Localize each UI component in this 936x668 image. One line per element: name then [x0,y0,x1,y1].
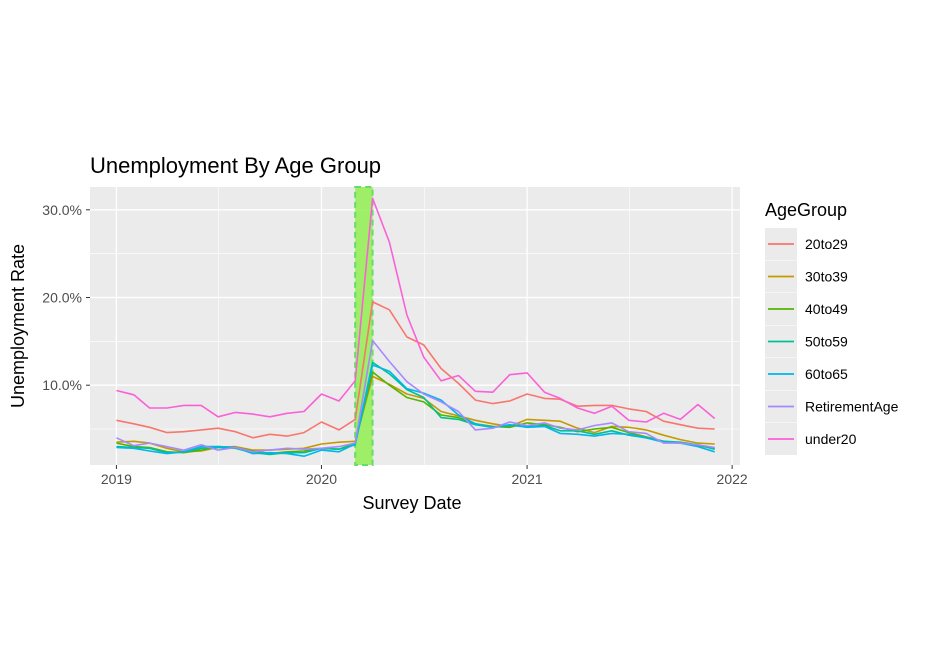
x-tick-label: 2022 [717,471,748,487]
y-tick-label: 30.0% [42,202,82,218]
x-axis: 2019 2020 2021 2022 [101,465,748,487]
series-line-20to29 [116,301,715,439]
legend-label-50to59: 50to59 [805,334,848,350]
y-tick-label: 10.0% [42,377,82,393]
x-axis-label: Survey Date [362,493,461,513]
legend-label-RetirementAge: RetirementAge [805,399,899,415]
legend-label-20to29: 20to29 [805,236,848,252]
y-axis: 10.0% 20.0% 30.0% [42,202,90,393]
plot-panel [90,186,740,466]
x-tick-label: 2020 [306,471,337,487]
chart-title: Unemployment By Age Group [90,153,381,178]
series-line-under20 [116,197,716,423]
legend: AgeGroup 20to29 30to39 40to49 50to59 60to65 R… [765,200,899,455]
series-line-50to59 [116,361,715,456]
legend-title: AgeGroup [765,200,847,220]
legend-label-30to39: 30to39 [805,269,848,285]
legend-label-40to49: 40to49 [805,301,848,317]
legend-label-60to65: 60to65 [805,366,848,382]
y-axis-label: Unemployment Rate [8,244,28,408]
panel-background [90,187,740,465]
series-line-60to65 [116,364,715,458]
y-tick-label: 20.0% [42,289,82,305]
legend-label-under20: under20 [805,431,857,447]
x-tick-label: 2019 [101,471,132,487]
x-tick-label: 2021 [512,471,543,487]
series-line-RetirementAge [116,339,715,453]
